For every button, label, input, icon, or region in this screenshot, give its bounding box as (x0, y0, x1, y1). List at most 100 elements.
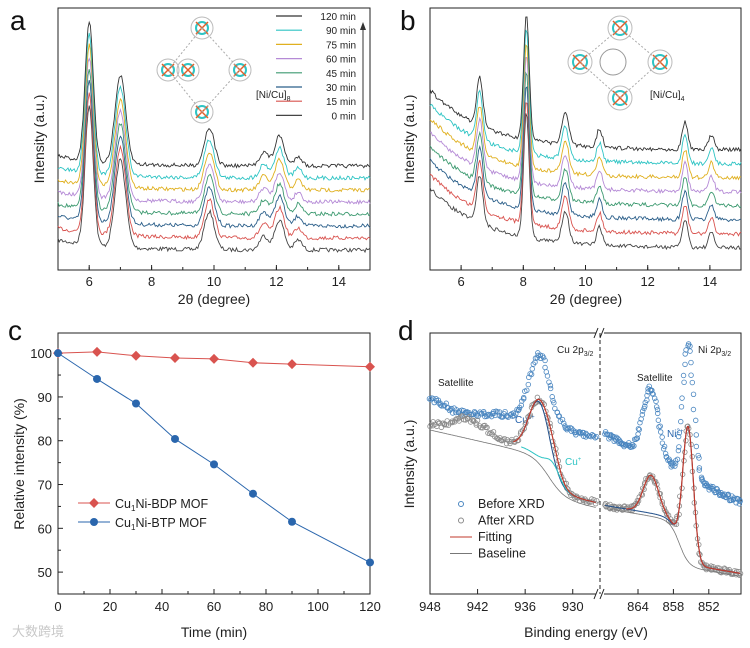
d-before-xrd-point (620, 442, 626, 448)
d-before-xrd-point (437, 400, 443, 406)
d-before-xrd-point (631, 443, 637, 449)
d-before-xrd-point (626, 443, 632, 449)
a-curve-75-min (57, 43, 371, 193)
d-after-xrd-point (594, 498, 600, 504)
d-before-xrd-point (658, 429, 664, 435)
c-legend-marker-btp (90, 518, 98, 526)
a-xtick-label: 8 (148, 274, 155, 289)
c-ytick-label: 60 (38, 521, 52, 536)
b-inset-ring-icon (599, 48, 627, 76)
b-inset-node-icon-core (612, 90, 628, 106)
d-xtick-label: 930 (562, 599, 584, 614)
d-after-xrd-point (700, 562, 707, 569)
c-marker-bdp (287, 359, 297, 370)
d-before-xrd-point (547, 382, 554, 389)
d-before-xrd-point (544, 373, 551, 379)
c-xlabel: Time (min) (181, 624, 247, 640)
c-marker-bdp (170, 352, 180, 363)
d-before-xrd-point (676, 444, 682, 450)
b-inset-node-icon-core (612, 20, 628, 36)
d-before-xrd-point (644, 392, 650, 399)
d-before-xrd-point (559, 416, 566, 423)
d-before-xrd-point (470, 411, 477, 417)
a-legend-label-120-min: 120 min (320, 12, 356, 23)
d-before-xrd-point (736, 501, 743, 507)
a-inset-node-icon (228, 58, 252, 82)
d-before-xrd-point (657, 423, 663, 429)
c-marker-btp (132, 399, 140, 408)
a-legend-label-75-min: 75 min (326, 40, 356, 51)
d-before-xrd-point (674, 456, 681, 463)
c-ytick-label: 100 (30, 346, 52, 361)
b-xtick-label: 6 (457, 274, 464, 289)
d-after-xrd-point (484, 424, 490, 431)
d-before-xrd-point (693, 432, 699, 438)
c-marker-btp (210, 460, 218, 469)
d-frame (429, 332, 742, 595)
b-inset-node-icon (607, 15, 633, 41)
a-curve-30-min (57, 80, 371, 229)
c-legend-marker-bdp (89, 498, 99, 508)
a-inset-node-icon-core (181, 63, 195, 77)
d-baseline-ni (604, 508, 741, 577)
d-before-xrd-point (589, 432, 595, 438)
d-before-xrd-point (655, 410, 661, 417)
d-before-xrd-point (695, 452, 701, 459)
c-marker-btp (288, 517, 296, 526)
d-component-cu1 (521, 446, 596, 503)
a-inset-node-icon (156, 58, 180, 82)
b-inset-node-icon (647, 49, 673, 75)
d-before-xrd-point (438, 403, 445, 409)
b-xlabel: 2θ (degree) (550, 291, 622, 307)
d-before-xrd-point (675, 447, 682, 454)
d-before-xrd-point (435, 397, 442, 403)
d-xtick-label: 852 (698, 599, 720, 614)
a-xtick-label: 14 (332, 274, 346, 289)
d-before-xrd-point (637, 420, 643, 426)
b-curve-45-min (429, 71, 742, 209)
d-before-xrd-point (551, 400, 557, 406)
d-axis-break-icon (593, 588, 605, 600)
d-before-xrd-point (689, 379, 696, 386)
d-before-xrd-point (456, 408, 463, 414)
d-after-xrd-point (460, 413, 466, 420)
d-xtick-label: 936 (514, 599, 536, 614)
d-before-xrd-point (699, 476, 705, 482)
c-line-bdp (57, 351, 371, 368)
b-curve-30-min (429, 86, 742, 223)
d-after-xrd-point (464, 415, 471, 422)
c-xtick-label: 120 (359, 599, 381, 614)
d-before-xrd-point (521, 394, 527, 401)
d-legend-label-after-xrd: After XRD (478, 514, 534, 528)
c-ylabel: Relative intensity (%) (11, 398, 27, 530)
d-before-xrd-point (655, 417, 662, 423)
d-before-xrd-point (687, 348, 693, 354)
d-xtick-label: 858 (663, 599, 685, 614)
c-ytick-label: 80 (38, 434, 52, 449)
d-before-xrd-point (676, 430, 683, 436)
d-fitting-ni (626, 425, 741, 574)
b-curve-0-min (429, 113, 742, 251)
a-inset-node-icon-core (195, 21, 209, 35)
d-before-xrd-point (662, 450, 669, 457)
a-curve-45-min (57, 69, 371, 217)
a-ylabel: Intensity (a.u.) (31, 95, 47, 184)
d-after-xrd-point (736, 569, 742, 575)
d-after-xrd-point (436, 420, 443, 426)
c-marker-bdp (365, 361, 375, 372)
d-before-xrd-point (690, 406, 697, 413)
a-legend-label-30-min: 30 min (326, 83, 356, 94)
c-xtick-label: 100 (307, 599, 329, 614)
a-inset-label: [Ni/Cu]8 (256, 90, 291, 103)
d-before-xrd-point (542, 364, 548, 371)
c-marker-btp (249, 489, 257, 498)
d-cu-title: Cu 2p3/2 (557, 345, 594, 358)
d-before-xrd-point (693, 443, 700, 450)
d-before-xrd-point (678, 404, 685, 410)
a-inset-node-icon (176, 58, 200, 82)
d-before-xrd-point (528, 371, 535, 378)
d-legend-marker (458, 517, 464, 524)
d-before-xrd-point (552, 405, 558, 412)
d-before-xrd-point (472, 410, 478, 416)
d-before-xrd-point (556, 413, 563, 419)
